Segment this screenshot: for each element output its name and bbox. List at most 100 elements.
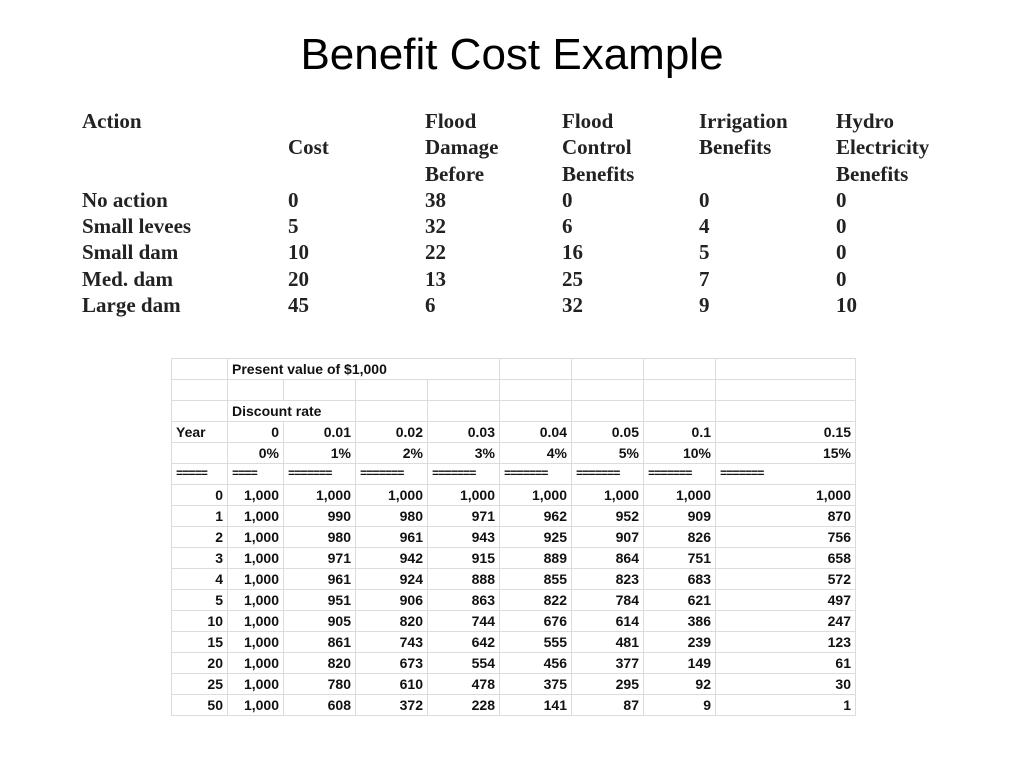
value-cell: 456 xyxy=(499,652,572,674)
rate-cell: 0.04 xyxy=(499,421,572,443)
table-row: 50 1,000 608 372 228 141 87 9 1 xyxy=(171,694,856,716)
value-cell: 386 xyxy=(643,610,716,632)
benefit-row-small-dam: Small dam 10 22 16 5 0 xyxy=(82,239,952,265)
value-cell: 924 xyxy=(355,568,428,590)
separator-cell: ===== xyxy=(171,463,228,485)
blank-cell xyxy=(171,379,228,401)
percent-cell: 2% xyxy=(355,442,428,464)
cost-cell: 5 xyxy=(288,214,299,239)
flood-control-cell: 6 xyxy=(562,214,573,239)
value-cell: 614 xyxy=(571,610,644,632)
separator-cell: ======= xyxy=(499,463,572,485)
value-cell: 971 xyxy=(283,547,356,569)
percent-cell: 15% xyxy=(715,442,856,464)
value-cell: 295 xyxy=(571,673,644,695)
value-cell: 1,000 xyxy=(227,484,284,506)
action-cell: Small levees xyxy=(82,214,192,239)
benefit-row-small-levees: Small levees 5 32 6 4 0 xyxy=(82,213,952,239)
header-cell xyxy=(288,108,425,134)
value-cell: 784 xyxy=(571,589,644,611)
value-cell: 554 xyxy=(427,652,500,674)
present-value-spreadsheet: Present value of $1,000 Discount rate Year… xyxy=(171,358,856,718)
value-cell: 239 xyxy=(643,631,716,653)
flood-damage-cell: 6 xyxy=(425,293,436,318)
hydro-cell: 10 xyxy=(836,293,857,318)
value-cell: 1,000 xyxy=(227,568,284,590)
value-cell: 820 xyxy=(355,610,428,632)
rate-cell: 0.05 xyxy=(571,421,644,443)
value-cell: 1,000 xyxy=(499,484,572,506)
blank-cell xyxy=(643,358,716,380)
value-cell: 555 xyxy=(499,631,572,653)
value-cell: 658 xyxy=(715,547,856,569)
blank-cell xyxy=(643,379,716,401)
value-cell: 247 xyxy=(715,610,856,632)
hydro-cell: 0 xyxy=(836,240,847,265)
value-cell: 1,000 xyxy=(715,484,856,506)
value-cell: 87 xyxy=(571,694,644,716)
blank-cell xyxy=(499,358,572,380)
rate-cell: 0 xyxy=(227,421,284,443)
blank-cell xyxy=(499,400,572,422)
header-cell: Benefits xyxy=(699,135,772,160)
blank-cell xyxy=(571,358,644,380)
value-cell: 375 xyxy=(499,673,572,695)
rate-cell: 0.15 xyxy=(715,421,856,443)
blank-cell xyxy=(715,400,856,422)
blank-cell xyxy=(643,400,716,422)
flood-damage-cell: 32 xyxy=(425,214,446,239)
discount-label-row: Discount rate xyxy=(171,400,856,422)
header-cell: Benefits xyxy=(836,161,909,186)
header-cell: Irrigation xyxy=(699,109,788,133)
header-cell: Flood xyxy=(562,109,614,133)
value-cell: 756 xyxy=(715,526,856,548)
year-label-cell: Year xyxy=(171,421,228,443)
value-cell: 123 xyxy=(715,631,856,653)
benefit-header-row: Cost Damage Control Benefits Electricity xyxy=(82,134,952,160)
value-cell: 961 xyxy=(355,526,428,548)
value-cell: 751 xyxy=(643,547,716,569)
blank-cell xyxy=(571,379,644,401)
value-cell: 673 xyxy=(355,652,428,674)
benefit-row-med-dam: Med. dam 20 13 25 7 0 xyxy=(82,266,952,292)
year-cell: 10 xyxy=(171,610,228,632)
value-cell: 863 xyxy=(427,589,500,611)
value-cell: 228 xyxy=(427,694,500,716)
year-cell: 25 xyxy=(171,673,228,695)
percent-cell: 3% xyxy=(427,442,500,464)
blank-cell xyxy=(715,358,856,380)
value-cell: 642 xyxy=(427,631,500,653)
table-row: 10 1,000 905 820 744 676 614 386 247 xyxy=(171,610,856,632)
value-cell: 822 xyxy=(499,589,572,611)
value-cell: 9 xyxy=(643,694,716,716)
header-cell: Hydro xyxy=(836,109,894,133)
year-cell: 5 xyxy=(171,589,228,611)
value-cell: 610 xyxy=(355,673,428,695)
blank-cell xyxy=(171,358,228,380)
percent-cell: 10% xyxy=(643,442,716,464)
header-cell: Cost xyxy=(288,135,329,160)
rate-cell: 0.1 xyxy=(643,421,716,443)
value-cell: 780 xyxy=(283,673,356,695)
value-cell: 823 xyxy=(571,568,644,590)
value-cell: 889 xyxy=(499,547,572,569)
flood-control-cell: 25 xyxy=(562,266,583,291)
table-row: 25 1,000 780 610 478 375 295 92 30 xyxy=(171,673,856,695)
separator-cell: ======= xyxy=(643,463,716,485)
header-cell: Before xyxy=(425,161,485,186)
blank-cell xyxy=(427,400,500,422)
value-cell: 1,000 xyxy=(283,484,356,506)
year-cell: 4 xyxy=(171,568,228,590)
percent-cell: 1% xyxy=(283,442,356,464)
cost-cell: 45 xyxy=(288,293,309,318)
value-cell: 621 xyxy=(643,589,716,611)
slide-title: Benefit Cost Example xyxy=(300,30,724,79)
hydro-cell: 0 xyxy=(836,214,847,239)
value-cell: 478 xyxy=(427,673,500,695)
value-cell: 92 xyxy=(643,673,716,695)
empty-row xyxy=(171,379,856,401)
header-cell: Control xyxy=(562,135,632,160)
blank-cell xyxy=(283,379,356,401)
blank-cell xyxy=(355,400,428,422)
benefit-row-large-dam: Large dam 45 6 32 9 10 xyxy=(82,292,952,318)
